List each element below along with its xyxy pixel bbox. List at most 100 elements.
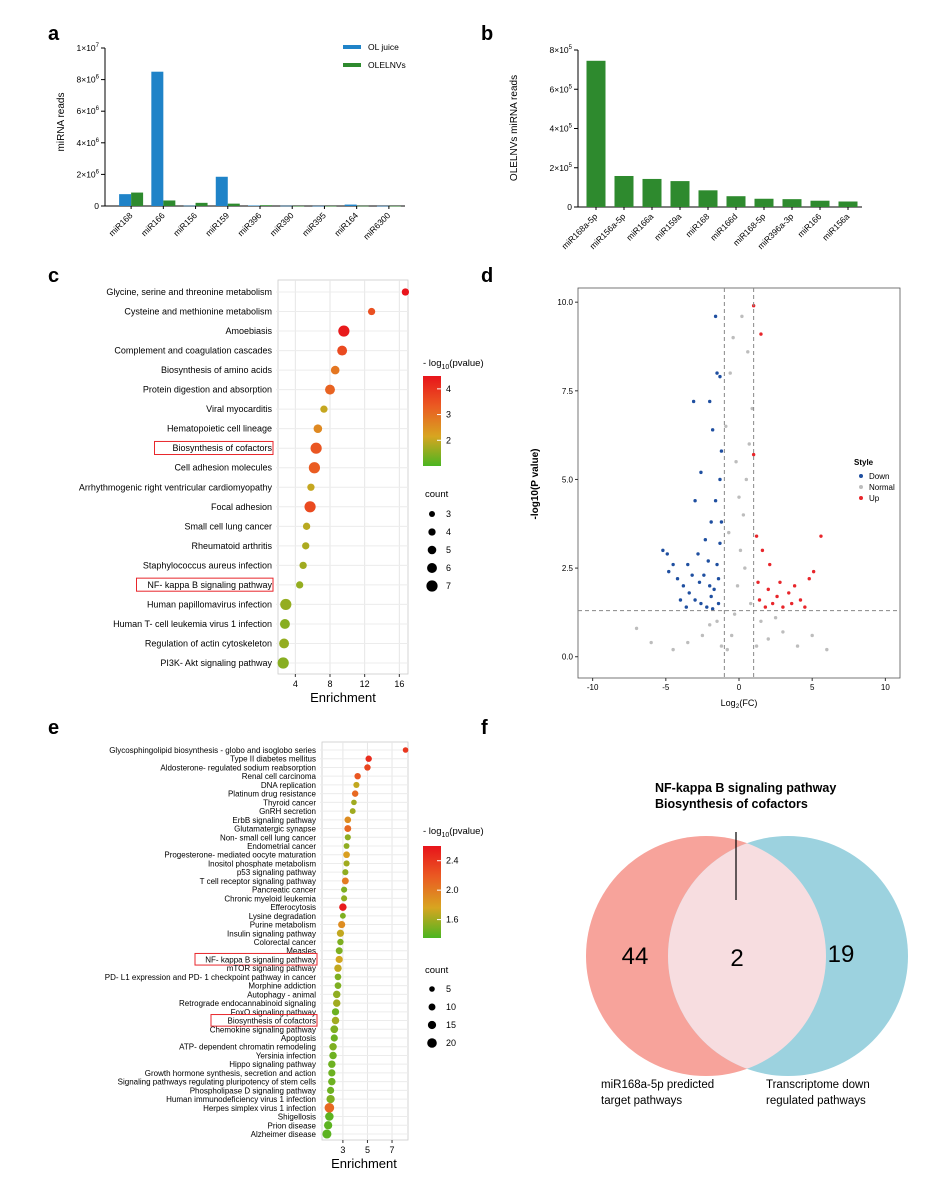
term-label-lysine-degradation: Lysine degradation — [249, 912, 316, 921]
point-up — [760, 548, 765, 553]
point-renal-cell-carcinoma — [354, 772, 361, 780]
legend-dot-down — [859, 474, 863, 478]
b-ytick-label-exp: 5 — [569, 124, 573, 130]
point-glycosphingolipid-biosynthesis-globo-and-isoglobo-series — [402, 747, 409, 753]
point-chronic-myeloid-leukemia — [341, 895, 348, 902]
legend-label-ol-juice: OL juice — [368, 42, 399, 52]
term-label-biosynthesis-of-cofactors: Biosynthesis of cofactors — [172, 443, 272, 453]
term-label-nf-kappa-b-signaling-pathway: NF- kappa B signaling pathway — [147, 580, 272, 590]
point-down — [710, 428, 715, 432]
e-color-legend-title-sub: 10 — [441, 832, 449, 839]
point-normal — [749, 601, 753, 606]
term-label-pancreatic-cancer: Pancreatic cancer — [252, 886, 316, 895]
point-normal — [735, 584, 740, 588]
point-gnrh-secretion — [349, 808, 356, 815]
size-legend-label: 7 — [446, 581, 451, 591]
panel-c-xticks: 4 8 12 16 — [293, 674, 404, 689]
term-label-biosynthesis-of-amino-acids: Biosynthesis of amino acids — [161, 365, 273, 375]
point-down — [715, 371, 719, 375]
term-label-gnrh-secretion: GnRH secretion — [259, 807, 316, 816]
point-down — [719, 449, 724, 453]
term-label-inositol-phosphate-metabolism: Inositol phosphate metabolism — [208, 859, 316, 868]
bar-mir156a-5p — [614, 175, 634, 207]
point-up — [781, 605, 785, 609]
point-normal — [731, 335, 735, 340]
a-ytick-label-base: 8×10 — [77, 75, 96, 85]
xtick-label: 3 — [340, 1145, 345, 1155]
point-up — [787, 591, 791, 595]
d-ytick-label: 10.0 — [557, 298, 573, 307]
point-normal — [738, 548, 743, 553]
term-label-foxo-signaling-pathway: FoxO signaling pathway — [231, 1008, 316, 1017]
size-legend-label: 4 — [446, 527, 451, 537]
a-ytick-label-exp: 6 — [96, 169, 100, 175]
point-down — [678, 598, 683, 602]
point-down — [665, 552, 669, 556]
a-ytick-label-exp: 6 — [96, 106, 100, 112]
term-label-alzheimer-disease: Alzheimer disease — [251, 1130, 317, 1139]
venn-overlap-count: 2 — [730, 945, 743, 972]
e-color-legend-title-tail: (pvalue) — [449, 826, 483, 837]
point-down — [715, 562, 719, 567]
term-label-phospholipase-d-signaling-pathway: Phospholipase D signaling pathway — [190, 1086, 316, 1095]
panel-label-e: e — [48, 717, 59, 739]
bar-ol-juice-mir164 — [344, 204, 357, 206]
point-down — [709, 520, 713, 524]
panel-e-xlabel: Enrichment — [331, 1156, 397, 1171]
a-ytick-label: 1×107 — [77, 43, 100, 53]
point-down — [693, 499, 697, 503]
b-ytick-label-base: 0 — [567, 202, 572, 212]
bar-olelnvs-mir156 — [195, 202, 208, 206]
d-ytick-label: 7.5 — [562, 387, 574, 396]
point-normal — [649, 640, 653, 645]
a-ytick-label-base: 2×10 — [77, 169, 96, 179]
color-tick-label: 1.6 — [446, 915, 459, 925]
color-legend-title-sub: 10 — [441, 364, 449, 371]
panel-a-bars — [119, 71, 401, 207]
point-chemokine-signaling-pathway — [330, 1025, 339, 1034]
panel-label-c: c — [48, 265, 59, 287]
point-normal — [750, 406, 754, 411]
bar-olelnvs-mir6300 — [388, 205, 401, 207]
e-color-legend-title-main: - log — [423, 826, 441, 837]
term-label-complement-and-coagulation-cascades: Complement and coagulation cascades — [114, 346, 272, 356]
point-down — [702, 573, 706, 577]
term-label-insulin-signaling-pathway: Insulin signaling pathway — [227, 929, 316, 938]
point-colorectal-cancer — [337, 938, 344, 946]
point-normal — [743, 566, 747, 570]
term-label-chronic-myeloid-leukemia: Chronic myeloid leukemia — [224, 894, 316, 903]
term-label-arrhythmogenic-right-ventricular-cardiomyopathy: Arrhythmogenic right ventricular cardiom… — [79, 482, 273, 492]
point-down — [686, 562, 690, 567]
point-normal — [708, 623, 712, 627]
d-xlabel-main: Log — [721, 698, 736, 708]
point-down — [713, 499, 718, 503]
term-label-measles: Measles — [286, 947, 316, 956]
point-normal — [747, 442, 751, 446]
point-regulation-of-actin-cytoskeleton — [279, 638, 290, 649]
term-label-atp-dependent-chromatin-remodeling: ATP- dependent chromatin remodeling — [179, 1043, 316, 1052]
point-up — [819, 534, 823, 538]
b-ytick-label-base: 8×10 — [550, 45, 569, 55]
size-legend-dot — [426, 580, 438, 592]
point-up — [757, 598, 762, 602]
color-bar — [423, 846, 441, 938]
bar-mir168-5p — [754, 198, 774, 207]
b-ytick-label: 8×105 — [550, 45, 573, 55]
xtick-label: 16 — [394, 679, 404, 689]
term-label-glutamatergic-synapse: Glutamatergic synapse — [234, 825, 316, 834]
panel-c-points — [277, 288, 410, 669]
point-down — [713, 314, 718, 319]
size-legend-label: 5 — [446, 984, 451, 994]
b-xtick-label: miR159a — [652, 211, 683, 242]
point-normal — [746, 350, 750, 354]
b-ytick-label-base: 6×10 — [550, 84, 569, 94]
b-ytick-label: 4×105 — [550, 124, 573, 134]
point-normal — [634, 626, 639, 631]
point-down — [690, 573, 694, 577]
point-up — [751, 452, 756, 457]
point-down — [693, 598, 697, 602]
point-normal — [725, 647, 729, 652]
bar-ol-juice-mir166 — [151, 71, 164, 206]
point-down — [718, 374, 722, 379]
point-lysine-degradation — [339, 912, 346, 919]
